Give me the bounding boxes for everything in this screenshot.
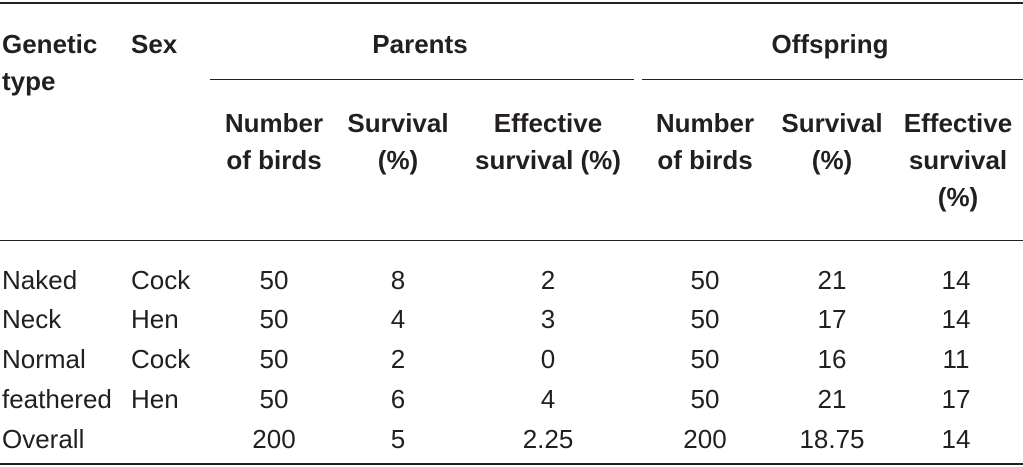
header-bottom-rule [0, 240, 1023, 241]
parents-survival-cell: 5 [390, 424, 406, 454]
offspring-effective-survival-cell: 14 [941, 424, 971, 454]
sex-cell: Hen [131, 384, 179, 414]
table-top-rule [0, 2, 1023, 4]
offspring-effective-survival-header: Effective survival (%) [903, 108, 1013, 212]
parents-survival-cell: 6 [390, 384, 406, 414]
parents-number-header: Number of birds [224, 108, 324, 175]
sex-cell: Cock [131, 344, 191, 374]
parents-number-cell: 200 [252, 424, 296, 454]
sex-header: Sex [131, 29, 178, 59]
table-bottom-rule [0, 463, 1023, 465]
offspring-number-cell: 50 [690, 265, 720, 295]
genetic-type-header: Genetic type [2, 29, 98, 96]
parents-effective-survival-cell: 2.25 [522, 424, 574, 454]
offspring-number-header: Number of birds [655, 108, 755, 175]
offspring-survival-header: Survival (%) [781, 108, 883, 175]
offspring-span-rule [642, 79, 1023, 80]
parents-survival-cell: 2 [390, 344, 406, 374]
offspring-survival-cell: 18.75 [799, 424, 865, 454]
offspring-effective-survival-cell: 14 [941, 265, 971, 295]
genetic-type-cell: Naked [2, 265, 78, 295]
parents-number-cell: 50 [259, 344, 289, 374]
genetic-type-cell: Neck [2, 304, 62, 334]
offspring-survival-cell: 17 [817, 304, 847, 334]
genetic-type-cell: feathered [2, 384, 112, 414]
parents-span-rule [210, 79, 634, 80]
genetic-type-cell: Normal [2, 344, 86, 374]
sex-cell: Hen [131, 304, 179, 334]
offspring-number-cell: 50 [690, 304, 720, 334]
parents-effective-survival-cell: 2 [540, 265, 556, 295]
parents-effective-survival-cell: 4 [540, 384, 556, 414]
parents-effective-survival-cell: 0 [540, 344, 556, 374]
offspring-survival-cell: 21 [817, 384, 847, 414]
parents-number-cell: 50 [259, 384, 289, 414]
parents-number-cell: 50 [259, 304, 289, 334]
offspring-survival-cell: 16 [817, 344, 847, 374]
offspring-number-cell: 200 [683, 424, 727, 454]
genetic-type-cell: Overall [2, 424, 85, 454]
parents-survival-header: Survival (%) [347, 108, 449, 175]
parents-survival-cell: 4 [390, 304, 406, 334]
offspring-survival-cell: 21 [817, 265, 847, 295]
sex-cell: Cock [131, 265, 191, 295]
offspring-number-cell: 50 [690, 344, 720, 374]
parents-effective-survival-header: Effective survival (%) [475, 108, 621, 175]
offspring-effective-survival-cell: 11 [942, 344, 970, 374]
offspring-effective-survival-cell: 14 [941, 304, 971, 334]
parents-effective-survival-cell: 3 [540, 304, 556, 334]
offspring-number-cell: 50 [690, 384, 720, 414]
offspring-header: Offspring [771, 29, 889, 59]
parents-survival-cell: 8 [390, 265, 406, 295]
parents-number-cell: 50 [259, 265, 289, 295]
parents-header: Parents [372, 29, 468, 59]
offspring-effective-survival-cell: 17 [941, 384, 971, 414]
